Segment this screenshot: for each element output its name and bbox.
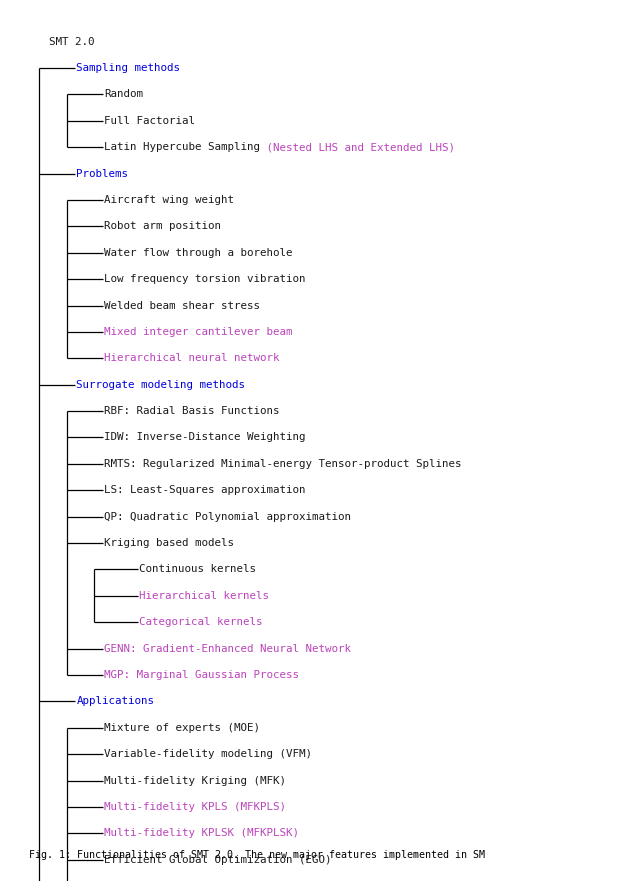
Text: Problems: Problems (76, 168, 129, 179)
Text: Mixture of experts (MOE): Mixture of experts (MOE) (104, 722, 260, 733)
Text: QP: Quadratic Polynomial approximation: QP: Quadratic Polynomial approximation (104, 512, 351, 522)
Text: GENN: Gradient-Enhanced Neural Network: GENN: Gradient-Enhanced Neural Network (104, 644, 351, 654)
Text: Full Factorial: Full Factorial (104, 115, 195, 126)
Text: Low frequency torsion vibration: Low frequency torsion vibration (104, 274, 306, 285)
Text: Fig. 1: Functionalities of SMT 2.0. The new major features implemented in SM: Fig. 1: Functionalities of SMT 2.0. The … (29, 850, 485, 860)
Text: Applications: Applications (76, 696, 154, 707)
Text: MGP: Marginal Gaussian Process: MGP: Marginal Gaussian Process (104, 670, 299, 680)
Text: Surrogate modeling methods: Surrogate modeling methods (76, 380, 245, 389)
Text: Efficient Global Optimization (EGO): Efficient Global Optimization (EGO) (104, 855, 332, 865)
Text: Random: Random (104, 90, 143, 100)
Text: RBF: Radial Basis Functions: RBF: Radial Basis Functions (104, 406, 280, 416)
Text: RMTS: Regularized Minimal-energy Tensor-product Splines: RMTS: Regularized Minimal-energy Tensor-… (104, 459, 461, 469)
Text: Variable-fidelity modeling (VFM): Variable-fidelity modeling (VFM) (104, 749, 312, 759)
Text: Sampling methods: Sampling methods (76, 63, 180, 73)
Text: (Nested LHS and Extended LHS): (Nested LHS and Extended LHS) (260, 142, 455, 152)
Text: IDW: Inverse-Distance Weighting: IDW: Inverse-Distance Weighting (104, 433, 306, 442)
Text: Water flow through a borehole: Water flow through a borehole (104, 248, 292, 258)
Text: Robot arm position: Robot arm position (104, 221, 221, 232)
Text: Welded beam shear stress: Welded beam shear stress (104, 300, 260, 311)
Text: Multi-fidelity KPLSK (MFKPLSK): Multi-fidelity KPLSK (MFKPLSK) (104, 828, 299, 839)
Text: Continuous kernels: Continuous kernels (139, 565, 256, 574)
Text: Hierarchical neural network: Hierarchical neural network (104, 353, 280, 363)
Text: Multi-fidelity KPLS (MFKPLS): Multi-fidelity KPLS (MFKPLS) (104, 802, 286, 812)
Text: Multi-fidelity Kriging (MFK): Multi-fidelity Kriging (MFK) (104, 775, 286, 786)
Text: Kriging based models: Kriging based models (104, 538, 234, 548)
Text: LS: Least-Squares approximation: LS: Least-Squares approximation (104, 485, 306, 495)
Text: SMT 2.0: SMT 2.0 (49, 37, 94, 47)
Text: Hierarchical kernels: Hierarchical kernels (139, 591, 269, 601)
Text: Mixed integer cantilever beam: Mixed integer cantilever beam (104, 327, 292, 337)
Text: Categorical kernels: Categorical kernels (139, 618, 262, 627)
Text: Aircraft wing weight: Aircraft wing weight (104, 195, 234, 205)
Text: Latin Hypercube Sampling: Latin Hypercube Sampling (104, 142, 260, 152)
